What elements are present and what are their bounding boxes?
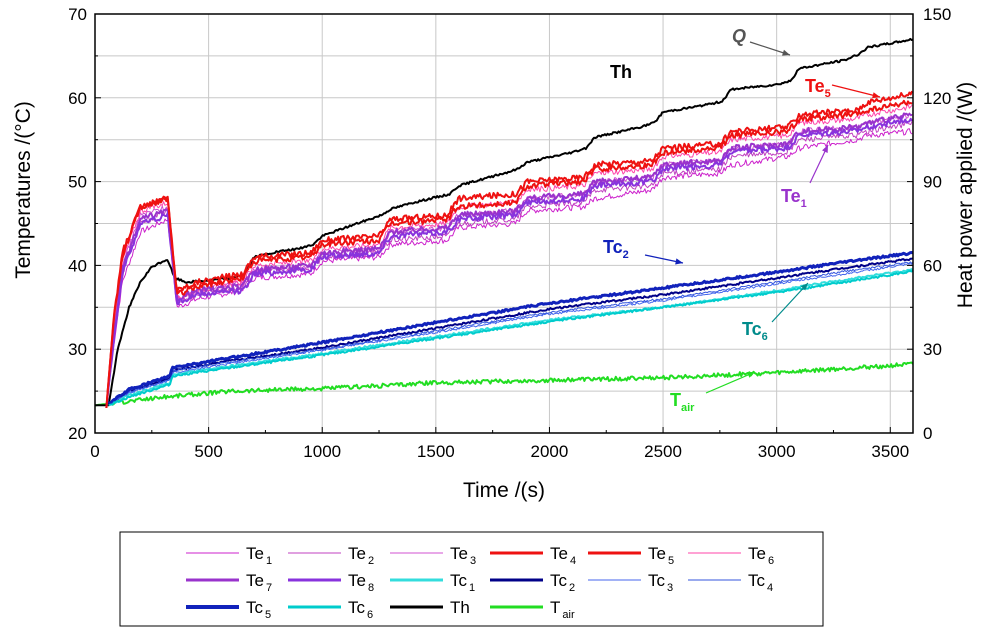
legend-label-te7: Te 7 (246, 571, 272, 594)
series-line-te8 (105, 117, 913, 409)
x-tick-label: 1000 (303, 442, 341, 461)
annotation-te1: Te1 (781, 186, 807, 210)
legend-label-tc6: Tc 6 (348, 598, 373, 621)
y-left-tick-label: 50 (68, 173, 87, 192)
y-left-tick-label: 60 (68, 89, 87, 108)
annotation-arrowhead (782, 49, 790, 56)
annotation-tc6: Tc6 (742, 319, 768, 343)
x-axis-label: Time /(s) (463, 479, 545, 502)
y-left-tick-label: 70 (68, 5, 87, 24)
legend-label-te2: Te 2 (348, 544, 374, 567)
annotation-arrowhead (675, 258, 683, 265)
legend-label-te1: Te 1 (246, 544, 272, 567)
series-line-tc5 (107, 251, 913, 405)
annotation-arrow (771, 282, 809, 323)
x-tick-label: 3500 (871, 442, 909, 461)
series-line-te7 (105, 112, 913, 408)
legend: Te 1 Te 2 Te 3 Te 4 Te 5 Te 6 Te 7 Te 8 Tc 1 Tc 2 Tc 3 Tc 4 Tc 5 T… (186, 544, 774, 621)
annotation-arrowhead (800, 283, 808, 291)
x-tick-label: 2500 (644, 442, 682, 461)
annotation-te5: Te5 (805, 76, 831, 100)
annotation-arrowhead (822, 145, 828, 153)
x-tick-label: 1500 (417, 442, 455, 461)
x-tick-label: 2000 (531, 442, 569, 461)
series-layer (95, 37, 913, 409)
legend-label-tc1: Tc 1 (450, 571, 475, 594)
y-axis-right-label: Heat power applied /(W) (954, 82, 977, 308)
legend-label-te8: Te 8 (348, 571, 374, 594)
legend-label-te3: Te 3 (450, 544, 476, 567)
annotation-q: Q (732, 26, 746, 46)
y-axis-left: 20 30 40 50 60 70 (68, 5, 101, 443)
y-left-tick-label: 40 (68, 256, 87, 275)
y-left-tick-label: 20 (68, 424, 87, 443)
legend-label-te4: Te 4 (550, 544, 576, 567)
legend-label-tc5: Tc 5 (246, 598, 271, 621)
legend-label-te5: Te 5 (648, 544, 674, 567)
annotations-layer: Q Th Te5 Te1 Tc2 Tc6 Tair (603, 26, 881, 414)
annotation-arrowhead (747, 372, 755, 378)
annotation-arrowhead (872, 92, 880, 99)
x-tick-label: 0 (90, 442, 99, 461)
legend-label-tc4: Tc 4 (748, 571, 773, 594)
series-line-tc2 (108, 257, 913, 405)
y-right-tick-label: 30 (923, 340, 942, 359)
y-axis-left-label: Temperatures /(°C) (12, 101, 35, 279)
y-axis-right: 0 30 60 90 120 150 (907, 5, 951, 443)
annotation-th: Th (610, 62, 632, 82)
y-right-tick-label: 60 (923, 256, 942, 275)
series-line-tc3 (108, 262, 913, 405)
series-line-te4 (105, 99, 913, 408)
y-right-tick-label: 0 (923, 424, 932, 443)
annotation-arrow (831, 84, 881, 98)
annotation-tair: Tair (670, 390, 695, 414)
annotation-tc2: Tc2 (603, 237, 629, 261)
legend-label-tc3: Tc 3 (648, 571, 673, 594)
y-right-tick-label: 90 (923, 173, 942, 192)
x-tick-label: 3000 (758, 442, 796, 461)
legend-label-te6: Te 6 (748, 544, 774, 567)
x-axis: 0 500 1000 1500 2000 2500 3000 3500 (90, 427, 909, 461)
annotation-arrow (705, 371, 756, 394)
legend-label-tc2: Tc 2 (550, 571, 575, 594)
y-right-tick-label: 120 (923, 89, 951, 108)
y-left-tick-label: 30 (68, 340, 87, 359)
series-line-tc6 (108, 269, 913, 407)
x-tick-label: 500 (194, 442, 222, 461)
legend-label-th: Th (450, 598, 470, 617)
series-line-te5 (105, 90, 913, 408)
series-line-tc4 (108, 261, 913, 405)
series-line-tair (95, 361, 913, 407)
y-right-tick-label: 150 (923, 5, 951, 24)
